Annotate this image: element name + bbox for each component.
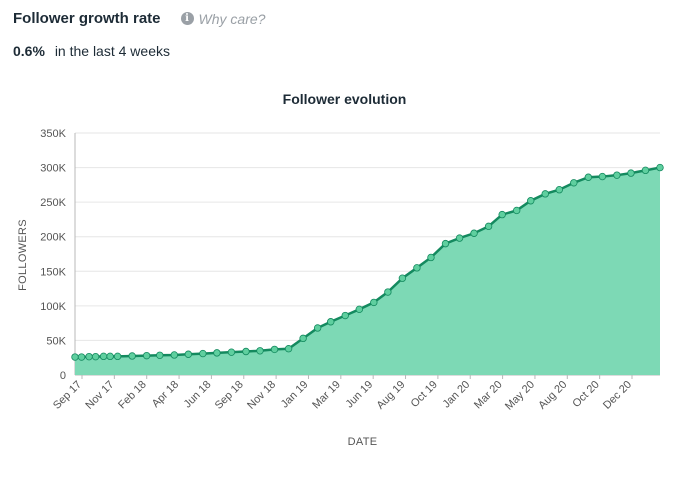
- data-point: [142, 351, 151, 360]
- data-point: [128, 352, 136, 360]
- data-point: [656, 163, 664, 172]
- x-tick-label: Jan 19: [279, 379, 311, 411]
- data-point: [341, 311, 349, 320]
- data-point: [71, 353, 79, 361]
- x-tick-label: Nov 18: [245, 379, 278, 412]
- chart-title: Follower evolution: [282, 91, 407, 107]
- x-axis-title: DATE: [348, 436, 378, 448]
- data-point: [370, 298, 378, 307]
- why-care-label: Why care?: [198, 10, 266, 27]
- data-point: [242, 347, 250, 356]
- data-point: [113, 352, 122, 361]
- data-point: [584, 173, 593, 181]
- data-point: [199, 349, 207, 358]
- section-title: Follower growth rate: [13, 10, 161, 27]
- data-point: [627, 169, 635, 177]
- data-point: [284, 345, 293, 353]
- y-tick-label: 250K: [40, 197, 66, 209]
- data-point: [213, 349, 221, 357]
- data-point: [598, 172, 607, 181]
- data-point: [613, 171, 621, 179]
- data-point: [355, 305, 364, 314]
- x-tick-label: Jan 20: [441, 379, 473, 411]
- data-point: [527, 197, 535, 205]
- x-tick-label: Aug 20: [536, 379, 569, 412]
- x-tick-label: Mar 20: [472, 379, 505, 412]
- data-point: [85, 352, 93, 361]
- data-point: [270, 345, 279, 354]
- x-tick-label: Sep 17: [51, 379, 84, 412]
- header: Follower growth rate i Why care?: [13, 10, 265, 27]
- why-care-link[interactable]: i Why care?: [180, 10, 266, 27]
- data-point: [455, 234, 464, 242]
- data-point: [413, 264, 421, 272]
- data-point: [184, 350, 193, 358]
- x-tick-label: Aug 19: [375, 379, 408, 412]
- data-point: [384, 288, 392, 296]
- data-point: [299, 334, 307, 343]
- data-point: [498, 210, 506, 219]
- growth-rate-summary: 0.6% in the last 4 weeks: [13, 43, 170, 59]
- x-tick-label: Dec 20: [601, 379, 634, 412]
- data-point: [570, 179, 578, 187]
- x-tick-label: Sep 18: [213, 379, 246, 412]
- y-tick-label: 300K: [40, 163, 66, 175]
- y-tick-label: 0: [60, 370, 66, 382]
- y-tick-label: 50K: [46, 335, 66, 347]
- x-tick-label: Nov 17: [83, 379, 116, 412]
- x-tick-label: Jun 19: [343, 379, 375, 411]
- x-tick-label: May 20: [503, 379, 537, 413]
- y-tick-label: 350K: [40, 128, 66, 140]
- info-icon: i: [180, 12, 194, 25]
- y-tick-label: 150K: [40, 266, 66, 278]
- x-tick-label: Jun 18: [182, 379, 214, 411]
- data-point: [77, 353, 86, 361]
- data-point: [398, 274, 407, 282]
- data-point: [227, 348, 236, 356]
- data-point: [156, 351, 164, 359]
- data-point: [641, 166, 650, 175]
- data-point: [555, 185, 563, 194]
- y-tick-label: 200K: [40, 232, 66, 244]
- area-fill: [75, 167, 660, 375]
- x-tick-label: Oct 20: [570, 379, 601, 410]
- data-point: [256, 347, 264, 355]
- x-tick-label: Oct 19: [409, 379, 440, 410]
- data-point: [99, 352, 108, 361]
- x-tick-label: Mar 19: [310, 379, 343, 412]
- data-point: [484, 222, 493, 231]
- data-point: [441, 239, 450, 248]
- data-point: [170, 351, 178, 359]
- data-point: [106, 352, 114, 361]
- y-tick-label: 100K: [40, 301, 66, 313]
- data-point: [470, 229, 478, 237]
- data-point: [541, 190, 549, 198]
- x-tick-label: Apr 18: [150, 379, 181, 410]
- data-point: [427, 253, 435, 262]
- growth-rate-text: in the last 4 weeks: [54, 43, 170, 59]
- growth-rate-value: 0.6%: [13, 43, 45, 59]
- data-point: [327, 318, 335, 326]
- data-point: [512, 206, 521, 215]
- data-point: [313, 324, 322, 332]
- data-point: [91, 352, 100, 361]
- x-tick-label: Feb 18: [116, 379, 149, 412]
- y-axis-title: FOLLOWERS: [17, 219, 29, 291]
